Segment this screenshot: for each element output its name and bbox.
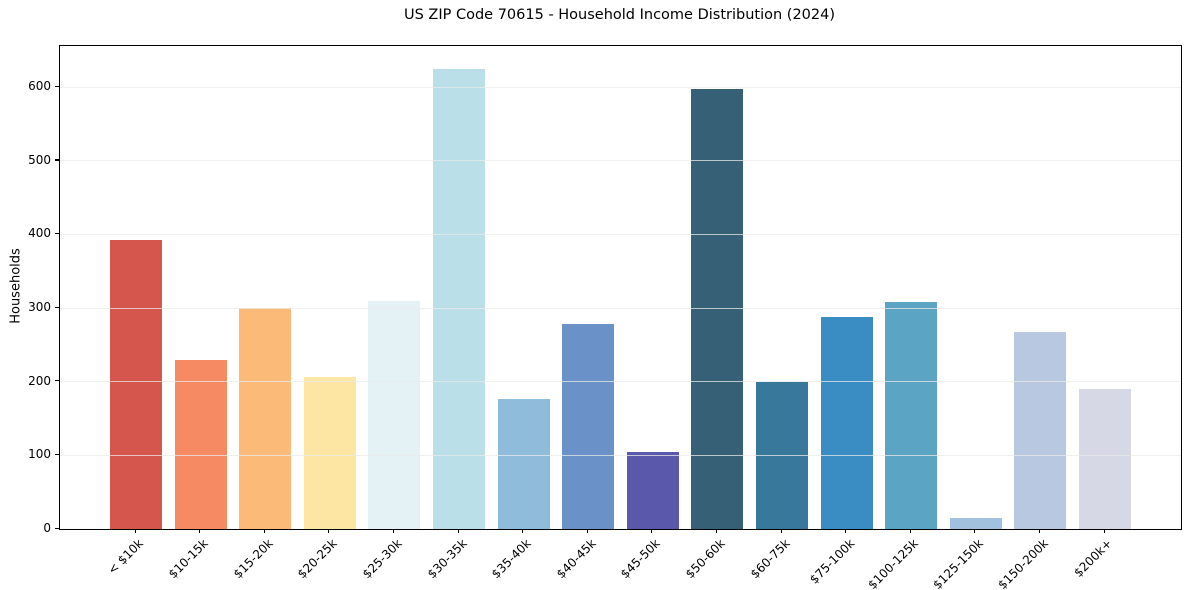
y-tick-label: 0 [43,521,51,535]
plot-area [59,45,1182,530]
y-tick-label: 500 [28,152,51,167]
x-tick-label: $75-100k [806,536,857,587]
y-tick-label: 100 [28,447,51,462]
x-tick-mark [328,529,330,533]
x-tick-label: $50-60k [682,536,728,582]
bar-10k [110,240,162,529]
bar-150-200k [1014,332,1067,529]
y-tick-mark [55,380,59,382]
x-tick-label: $20-25k [295,536,341,582]
y-tick-mark [55,306,59,308]
x-tick-label: $15-20k [230,536,276,582]
x-tick-mark [586,529,588,533]
y-tick-mark [55,85,59,87]
x-tick-label: $100-125k [865,536,922,590]
x-tick-label: $40-45k [553,536,599,582]
bar-100-125k [885,302,938,529]
bar-25-30k [368,300,421,529]
x-tick-mark [1038,529,1041,533]
x-tick-mark [845,529,847,533]
gridline-y-200 [60,381,1181,383]
x-tick-label: $45-50k [618,536,664,582]
gridline-y-600 [60,86,1181,88]
gridline-y-100 [60,454,1181,456]
y-tick-label: 600 [28,79,51,94]
x-tick-mark [457,529,459,533]
bar-45-50k [626,451,679,529]
x-tick-label: < $10k [105,536,147,578]
x-tick-mark [909,529,911,533]
x-tick-mark [392,529,395,533]
x-tick-mark [974,529,976,533]
x-tick-mark [263,529,265,533]
y-tick-label: 200 [28,373,51,388]
bar-15-20k [239,308,292,529]
bar-200k [1079,389,1131,529]
x-tick-label: $125-150k [930,536,987,590]
x-tick-mark [522,529,524,533]
bar-125-150k [949,517,1002,529]
y-tick-mark [55,232,59,235]
x-tick-mark [780,529,782,533]
bar-30-35k [433,68,485,529]
x-tick-label: $30-35k [424,536,470,582]
x-tick-label: $150-200k [994,536,1051,590]
y-tick-label: 300 [28,300,51,315]
y-tick-mark [55,159,59,161]
y-tick-mark [55,527,59,529]
bar-20-25k [303,376,356,529]
gridline-y-500 [60,160,1181,162]
x-tick-mark [199,529,201,533]
gridline-y-400 [60,233,1181,235]
bar-50-60k [691,88,744,529]
gridline-y-300 [60,307,1181,309]
x-tick-label: $10-15k [165,536,211,582]
x-tick-mark [651,529,653,533]
y-axis-label: Households [8,248,24,324]
bar-75-100k [820,316,873,529]
x-tick-label: $200k+ [1071,536,1116,580]
bar-40-45k [562,324,615,529]
x-tick-label: $60-75k [747,536,793,582]
bar-35-40k [497,398,550,529]
chart-title: US ZIP Code 70615 - Household Income Dis… [403,7,836,23]
bar-10-15k [174,359,227,529]
y-tick-label: 400 [28,226,51,241]
x-tick-label: $35-40k [488,536,534,582]
x-tick-mark [134,529,136,533]
x-tick-label: $25-30k [359,536,405,582]
y-tick-mark [55,453,59,456]
x-tick-mark [1103,529,1105,533]
bar-60-75k [756,381,808,529]
x-tick-mark [715,529,718,533]
